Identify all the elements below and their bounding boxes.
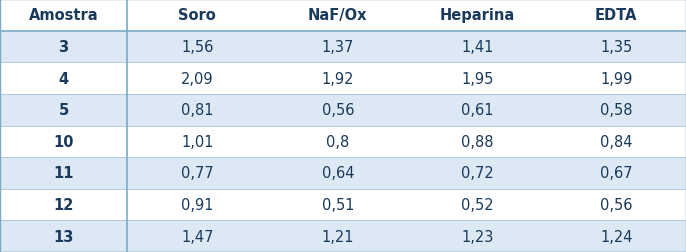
Text: 1,23: 1,23 xyxy=(461,229,494,244)
Text: 1,92: 1,92 xyxy=(322,71,354,86)
Text: 0,84: 0,84 xyxy=(600,134,632,149)
Bar xyxy=(0,189,686,220)
Text: 1,56: 1,56 xyxy=(181,40,213,55)
Text: 0,77: 0,77 xyxy=(181,166,213,181)
Text: 0,61: 0,61 xyxy=(461,103,494,118)
Text: 12: 12 xyxy=(54,197,73,212)
Text: 3: 3 xyxy=(58,40,69,55)
Text: 0,81: 0,81 xyxy=(181,103,213,118)
Bar xyxy=(0,158,686,189)
Text: 1,41: 1,41 xyxy=(461,40,494,55)
Bar xyxy=(0,32,686,63)
Text: Amostra: Amostra xyxy=(29,8,98,23)
Text: 4: 4 xyxy=(58,71,69,86)
Text: 1,35: 1,35 xyxy=(600,40,632,55)
Text: 11: 11 xyxy=(54,166,73,181)
Text: 0,72: 0,72 xyxy=(461,166,494,181)
Text: 1,21: 1,21 xyxy=(322,229,354,244)
Text: 0,88: 0,88 xyxy=(461,134,494,149)
Bar xyxy=(0,126,686,158)
Text: Heparina: Heparina xyxy=(440,8,515,23)
Bar xyxy=(0,0,686,32)
Text: 0,67: 0,67 xyxy=(600,166,632,181)
Bar xyxy=(0,220,686,252)
Text: 0,56: 0,56 xyxy=(600,197,632,212)
Text: 0,91: 0,91 xyxy=(181,197,213,212)
Text: Soro: Soro xyxy=(178,8,216,23)
Text: 1,37: 1,37 xyxy=(322,40,354,55)
Text: 0,52: 0,52 xyxy=(461,197,494,212)
Text: 5: 5 xyxy=(58,103,69,118)
Text: 0,8: 0,8 xyxy=(327,134,349,149)
Text: 0,56: 0,56 xyxy=(322,103,354,118)
Text: 1,47: 1,47 xyxy=(181,229,213,244)
Bar xyxy=(0,63,686,94)
Text: 1,99: 1,99 xyxy=(600,71,632,86)
Text: 1,95: 1,95 xyxy=(461,71,494,86)
Text: 0,58: 0,58 xyxy=(600,103,632,118)
Text: 1,24: 1,24 xyxy=(600,229,632,244)
Text: 1,01: 1,01 xyxy=(181,134,213,149)
Text: 10: 10 xyxy=(54,134,73,149)
Bar xyxy=(0,94,686,126)
Text: 0,64: 0,64 xyxy=(322,166,354,181)
Text: EDTA: EDTA xyxy=(595,8,637,23)
Text: 0,51: 0,51 xyxy=(322,197,354,212)
Text: NaF/Ox: NaF/Ox xyxy=(308,8,368,23)
Text: 13: 13 xyxy=(54,229,73,244)
Text: 2,09: 2,09 xyxy=(181,71,213,86)
